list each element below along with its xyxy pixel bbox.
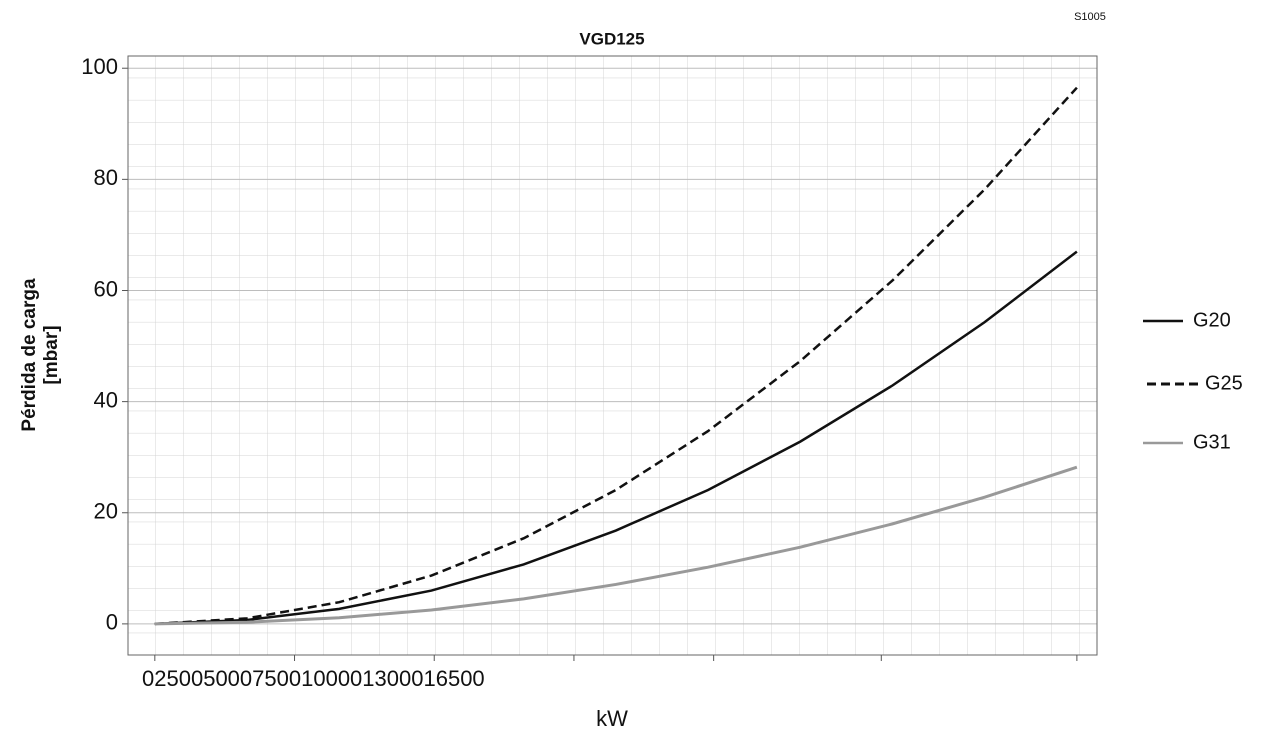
y-axis-label-line: Pérdida de carga	[19, 278, 40, 432]
x-tick-label: 2500	[154, 666, 203, 691]
legend-label: G25	[1205, 372, 1243, 394]
series-line	[154, 250, 1078, 626]
series-line	[154, 465, 1078, 626]
legend-label: G31	[1193, 431, 1231, 453]
y-tick-label: 60	[94, 276, 118, 301]
x-tick-label: 10000	[301, 666, 362, 691]
y-tick-label: 20	[94, 499, 118, 524]
y-tick-label: 100	[81, 54, 118, 79]
x-tick-label: 5000	[203, 666, 252, 691]
legend-label: G20	[1193, 309, 1231, 331]
x-tick-label: 13000	[362, 666, 423, 691]
y-tick-label: 0	[106, 610, 118, 635]
y-axis-label: Pérdida de carga [mbar]	[19, 278, 62, 432]
chart-title: VGD125	[579, 29, 644, 48]
x-axis-label: kW	[596, 706, 628, 731]
y-tick-label: 80	[94, 165, 118, 190]
series-line	[154, 86, 1078, 626]
x-tick-label: 0	[142, 666, 154, 691]
chart-code: S1005	[1074, 11, 1106, 23]
plot-frame	[127, 55, 1098, 656]
y-tick-label: 40	[94, 387, 118, 412]
x-tick-label: 7500	[252, 666, 301, 691]
x-tick-label: 16500	[423, 666, 484, 691]
y-axis-label-line: [mbar]	[41, 325, 62, 384]
minor-grid	[128, 56, 1097, 655]
